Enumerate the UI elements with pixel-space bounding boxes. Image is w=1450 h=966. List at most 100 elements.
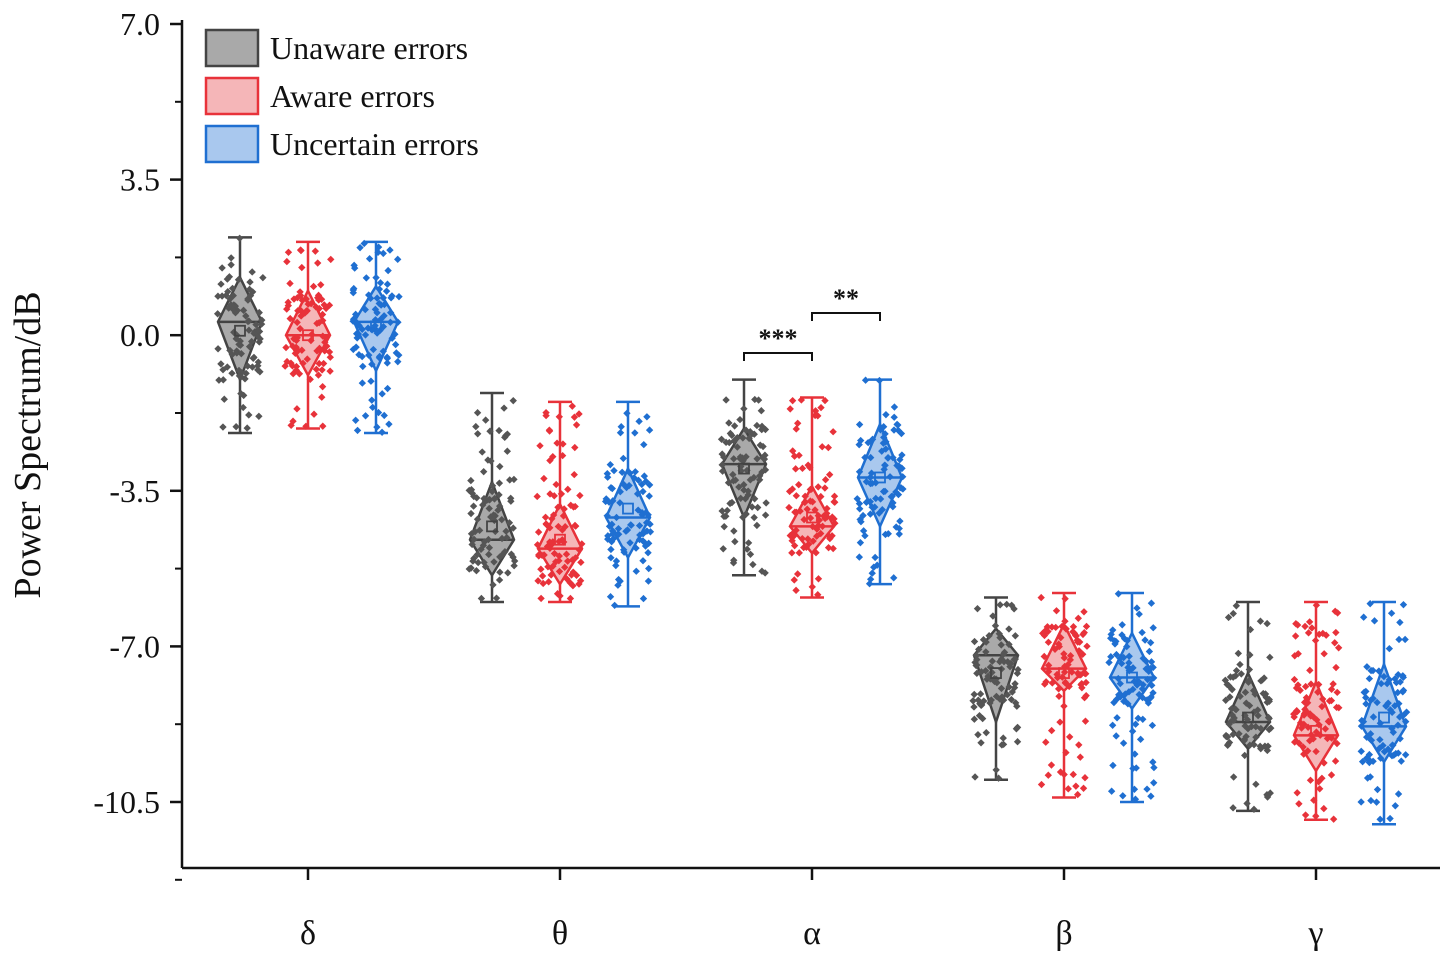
- data-point: [879, 423, 888, 431]
- data-point: [368, 403, 377, 412]
- data-point: [368, 396, 376, 404]
- data-point: [1003, 691, 1012, 699]
- data-point: [1057, 633, 1065, 642]
- data-point: [229, 291, 237, 300]
- data-point: [319, 316, 327, 325]
- data-point: [391, 330, 399, 338]
- data-point: [1047, 761, 1056, 769]
- data-point: [374, 243, 383, 251]
- data-point: [1047, 726, 1056, 735]
- data-point: [391, 340, 400, 349]
- data-point: [1246, 651, 1254, 659]
- data-point: [1229, 804, 1237, 812]
- data-point: [1079, 650, 1087, 658]
- data-point: [620, 548, 628, 556]
- data-point: [1037, 780, 1046, 789]
- data-point: [543, 542, 552, 551]
- data-point: [741, 510, 750, 519]
- data-point: [1249, 686, 1258, 695]
- data-point: [1082, 670, 1090, 678]
- data-point: [293, 405, 301, 413]
- data-point: [360, 239, 368, 248]
- data-point: [500, 404, 508, 412]
- data-point: [1391, 802, 1399, 810]
- data-point: [890, 426, 898, 434]
- data-point: [801, 498, 809, 506]
- data-point: [1148, 721, 1157, 730]
- data-point: [490, 495, 499, 503]
- data-point: [1075, 741, 1083, 749]
- data-point: [289, 417, 297, 425]
- data-point: [1078, 679, 1086, 688]
- data-point: [503, 447, 511, 455]
- data-point: [723, 506, 731, 515]
- data-point: [394, 255, 402, 264]
- data-point: [550, 492, 558, 500]
- data-point: [612, 557, 621, 565]
- data-point: [1010, 605, 1018, 613]
- data-point: [542, 520, 551, 529]
- data-point: [1329, 680, 1337, 688]
- data-point: [1372, 798, 1381, 806]
- data-point: [1061, 617, 1069, 625]
- data-point: [1293, 789, 1301, 797]
- data-point: [383, 353, 391, 361]
- data-point: [242, 369, 250, 378]
- data-point: [1321, 725, 1330, 733]
- data-point: [1362, 700, 1370, 708]
- data-point: [1256, 617, 1265, 625]
- data-point: [1062, 748, 1070, 757]
- data-point: [382, 287, 391, 295]
- data-point: [485, 544, 494, 552]
- data-point: [876, 495, 885, 503]
- data-point: [1109, 761, 1117, 770]
- data-point: [973, 604, 982, 613]
- data-point: [219, 376, 227, 384]
- data-point: [1396, 618, 1404, 627]
- data-point: [736, 415, 744, 424]
- data-point: [553, 590, 562, 598]
- data-point: [1236, 660, 1244, 669]
- data-point: [375, 285, 384, 293]
- x-tick-label: γ: [1307, 915, 1323, 952]
- data-point: [369, 345, 378, 354]
- data-point: [1037, 593, 1045, 602]
- data-point: [558, 451, 567, 460]
- data-point: [319, 332, 327, 340]
- data-point: [890, 413, 898, 421]
- data-point: [361, 305, 369, 314]
- mean-marker: [806, 511, 818, 524]
- box-group: [717, 378, 770, 577]
- data-point: [603, 473, 612, 481]
- data-point: [1263, 619, 1271, 628]
- data-point: [800, 543, 808, 552]
- data-point: [246, 278, 254, 286]
- data-point: [1386, 814, 1394, 823]
- data-point: [1041, 680, 1049, 688]
- data-point: [1306, 776, 1315, 784]
- data-point: [809, 537, 817, 545]
- box-group: [465, 391, 519, 604]
- data-point: [1302, 707, 1310, 716]
- data-point: [480, 467, 488, 476]
- data-point: [792, 492, 801, 500]
- y-tick-label: -3.5: [109, 473, 160, 509]
- data-point: [890, 574, 898, 582]
- data-point: [503, 430, 512, 438]
- bracket-line: [811, 311, 881, 321]
- data-point: [623, 526, 632, 534]
- data-point: [871, 553, 879, 562]
- data-point: [314, 371, 323, 379]
- data-point: [1076, 753, 1084, 761]
- data-point: [234, 276, 243, 284]
- data-point: [386, 318, 395, 326]
- data-point: [1264, 713, 1273, 722]
- data-point: [759, 442, 767, 451]
- data-point: [283, 257, 291, 266]
- data-point: [252, 320, 260, 329]
- data-point: [884, 454, 892, 462]
- legend-swatch: [204, 124, 260, 164]
- mean-marker: [1310, 724, 1322, 737]
- mean-marker: [302, 329, 314, 342]
- data-point: [375, 354, 384, 362]
